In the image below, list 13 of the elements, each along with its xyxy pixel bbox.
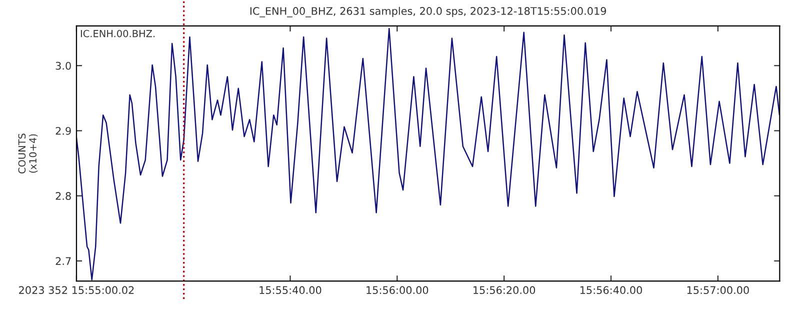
x-tick-label: 15:55:40.00: [260, 286, 322, 294]
x-tick-label: 15:56:40.00: [580, 286, 642, 294]
x-tick-label: 2023 352 15:55:00.02: [19, 286, 134, 294]
annotation: IC.ENH.00.BHZ.: [80, 30, 155, 38]
x-tick-label: 15:57:00.00: [687, 286, 749, 294]
x-tick-label: 15:56:00.00: [366, 286, 428, 294]
chart-title: IC_ENH_00_BHZ, 2631 samples, 20.0 sps, 2023-12-18T15:55:00.019: [250, 6, 606, 18]
y-axis-title: COUNTS (x10+4): [18, 134, 38, 174]
y-tick-label: 2.8: [56, 192, 71, 200]
x-tick-label: 15:56:20.00: [474, 286, 536, 294]
y-tick-label: 3.0: [56, 62, 71, 70]
y-tick-label: 2.9: [56, 126, 71, 135]
y-tick-label: 2.7: [56, 257, 71, 265]
